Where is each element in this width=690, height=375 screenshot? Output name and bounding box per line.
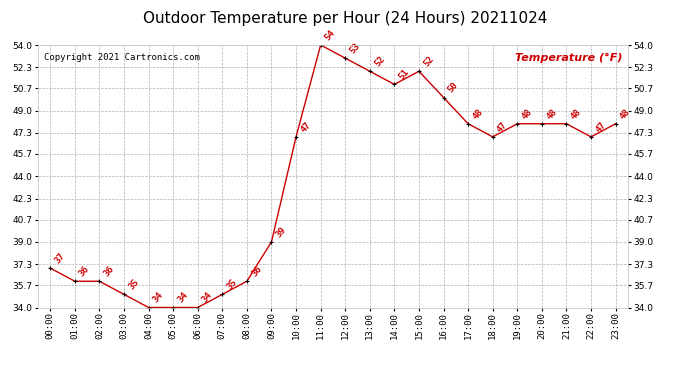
Text: 47: 47 (495, 120, 509, 134)
Text: 37: 37 (53, 251, 67, 266)
Text: 48: 48 (471, 107, 484, 121)
Text: 36: 36 (77, 264, 91, 279)
Text: 48: 48 (520, 107, 534, 121)
Text: 48: 48 (569, 107, 583, 121)
Text: 39: 39 (274, 225, 288, 239)
Text: 51: 51 (397, 68, 411, 82)
Text: 35: 35 (225, 278, 239, 292)
Text: 34: 34 (176, 291, 190, 305)
Text: 47: 47 (594, 120, 608, 134)
Text: 34: 34 (201, 291, 215, 305)
Text: 36: 36 (102, 264, 116, 279)
Text: 52: 52 (422, 54, 435, 69)
Text: 54: 54 (324, 28, 337, 42)
Text: 53: 53 (348, 41, 362, 56)
Text: 35: 35 (127, 278, 141, 292)
Text: 34: 34 (151, 291, 165, 305)
Text: Temperature (°F): Temperature (°F) (515, 53, 622, 63)
Text: 48: 48 (544, 107, 558, 121)
Text: Outdoor Temperature per Hour (24 Hours) 20211024: Outdoor Temperature per Hour (24 Hours) … (143, 11, 547, 26)
Text: 47: 47 (299, 120, 313, 134)
Text: 52: 52 (373, 54, 386, 69)
Text: Copyright 2021 Cartronics.com: Copyright 2021 Cartronics.com (44, 53, 199, 62)
Text: 48: 48 (618, 107, 632, 121)
Text: 50: 50 (446, 81, 460, 95)
Text: 36: 36 (250, 264, 264, 279)
